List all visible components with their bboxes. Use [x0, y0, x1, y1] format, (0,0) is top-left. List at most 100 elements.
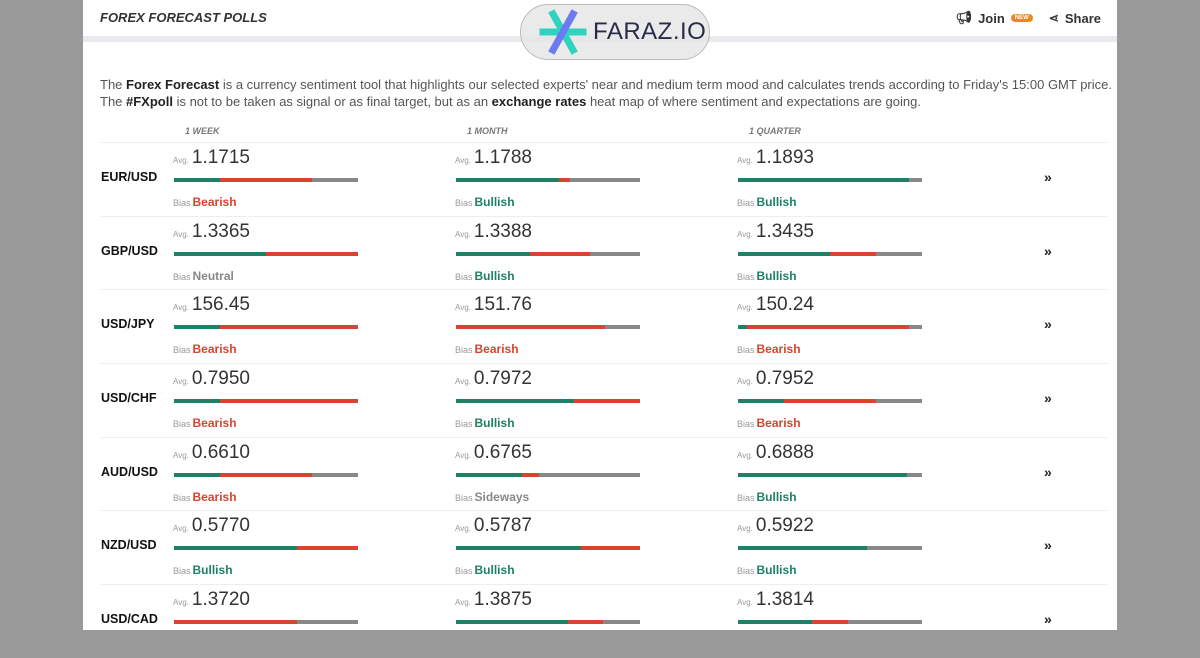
bullish-segment	[738, 178, 910, 182]
bias-value: Bearish	[192, 489, 237, 504]
bias-value: Bullish	[756, 489, 797, 504]
watermark-text: FARAZ.IO	[593, 18, 707, 45]
intro-bold: Forex Forecast	[126, 77, 220, 92]
bias-value: Bearish	[756, 342, 801, 357]
avg-label: Avg.	[455, 377, 471, 387]
avg-value: 150.24	[755, 294, 814, 316]
bearish-segment	[529, 251, 591, 256]
bias-label: Bias	[455, 198, 473, 208]
bullish-segment	[174, 546, 298, 551]
avg-label: Avg.	[173, 450, 189, 460]
avg-value: 0.5922	[755, 515, 814, 537]
bias-label: Bias	[173, 345, 191, 356]
table-row[interactable]: EUR/USD Avg. 1.1715 Bias Bearish Avg. 1.178…	[100, 142, 1108, 216]
forecast-cell-month: Avg. 1.3388 Bias Bullish	[454, 217, 644, 290]
neutral-segment	[312, 178, 358, 182]
bearish-segment	[573, 399, 640, 404]
details-arrow-icon[interactable]: »	[1044, 611, 1052, 628]
table-row[interactable]: GBP/USD Avg. 1.3365 Bias Neutral Avg. 1.338…	[100, 215, 1108, 290]
avg-label: Avg.	[173, 524, 189, 534]
neutral-segment	[603, 620, 640, 625]
bullish-segment	[456, 399, 574, 404]
avg-label: Avg.	[737, 303, 753, 313]
currency-pair: AUD/USD	[101, 464, 158, 479]
avg-label: Avg.	[455, 524, 471, 534]
megaphone-icon: 📢︎	[955, 10, 973, 25]
bias-value: Bullish	[756, 268, 797, 283]
intro-part: heat map of where sentiment and expectat…	[586, 94, 921, 109]
bias-value: Bullish	[474, 563, 515, 578]
table-row[interactable]: USD/JPY Avg. 156.45 Bias Bearish Avg. 151.7…	[100, 289, 1108, 363]
bias-label: Bias	[737, 419, 755, 430]
join-button[interactable]: Join	[978, 10, 1005, 26]
avg-label: Avg.	[737, 524, 753, 534]
sentiment-bar	[738, 399, 922, 404]
bullish-segment	[456, 178, 560, 182]
forecast-cell-month: Avg. 0.5787 Bias Bullish	[454, 511, 644, 584]
avg-label: Avg.	[455, 450, 471, 460]
avg-label: Avg.	[737, 156, 753, 165]
details-arrow-icon[interactable]: »	[1044, 169, 1052, 185]
new-badge: NEW	[1010, 14, 1033, 22]
bullish-segment	[174, 178, 220, 182]
sentiment-bar	[174, 399, 358, 404]
sentiment-bar	[456, 472, 640, 477]
avg-value: 0.7952	[755, 368, 814, 390]
forecast-cell-week: Avg. 0.5770 Bias Bullish	[172, 511, 362, 584]
sentiment-bar	[738, 251, 922, 256]
sentiment-bar	[456, 620, 640, 625]
bias-value: Neutral	[192, 268, 234, 283]
bearish-segment	[581, 546, 640, 551]
avg-label: Avg.	[173, 156, 189, 165]
bearish-segment	[220, 325, 358, 330]
bearish-segment	[811, 620, 849, 625]
table-row[interactable]: USD/CAD Avg. 1.3720 Avg. 1.3875 Avg. 1.3814	[100, 584, 1108, 658]
bullish-segment	[456, 251, 530, 256]
sentiment-bar	[456, 178, 640, 182]
bias-value: Bullish	[474, 195, 515, 209]
bias-label: Bias	[173, 419, 191, 430]
bearish-segment	[784, 399, 876, 404]
neutral-segment	[297, 620, 358, 625]
details-arrow-icon[interactable]: »	[1044, 316, 1052, 333]
table-row[interactable]: USD/CHF Avg. 0.7950 Bias Bearish Avg. 0.797…	[100, 363, 1108, 437]
details-arrow-icon[interactable]: »	[1044, 463, 1052, 480]
avg-label: Avg.	[173, 303, 189, 313]
intro-part: The	[100, 94, 127, 109]
share-button[interactable]: Share	[1064, 10, 1101, 26]
table-row[interactable]: AUD/USD Avg. 0.6610 Bias Bearish Avg. 0.676…	[100, 436, 1108, 511]
bullish-segment	[738, 546, 867, 551]
sentiment-bar	[738, 325, 922, 330]
currency-pair: USD/CHF	[101, 391, 157, 406]
details-arrow-icon[interactable]: »	[1044, 390, 1052, 407]
avg-value: 0.6610	[191, 441, 250, 463]
sentiment-bar	[174, 620, 358, 625]
neutral-segment	[605, 325, 640, 330]
intro-part: is not to be taken as signal or as final…	[172, 94, 492, 109]
avg-label: Avg.	[173, 229, 189, 239]
sentiment-bar	[456, 251, 640, 256]
bullish-segment	[456, 472, 523, 477]
neutral-segment	[909, 325, 922, 330]
bias-value: Bearish	[192, 416, 237, 431]
avg-label: Avg.	[737, 377, 753, 387]
bias-label: Bias	[737, 492, 755, 503]
details-arrow-icon[interactable]: »	[1044, 242, 1052, 259]
bias-label: Bias	[737, 198, 755, 208]
avg-label: Avg.	[737, 450, 753, 460]
bullish-segment	[738, 251, 830, 256]
forecast-cell-week: Avg. 1.3720	[172, 585, 362, 658]
forecast-cell-quarter: Avg. 1.1893 Bias Bullish	[736, 143, 926, 216]
forecast-cell-quarter: Avg. 0.5922 Bias Bullish	[736, 511, 926, 584]
sentiment-bar	[738, 178, 922, 182]
avg-value: 1.3875	[473, 589, 532, 611]
avg-value: 1.1788	[473, 147, 532, 168]
forecast-table: EUR/USD Avg. 1.1715 Bias Bearish Avg. 1.178…	[100, 142, 1108, 658]
watermark-logo: FARAZ.IO	[520, 4, 710, 60]
forecast-cell-month: Avg. 1.3875	[454, 585, 644, 658]
details-arrow-icon[interactable]: »	[1044, 537, 1052, 554]
neutral-segment	[876, 251, 922, 256]
sentiment-bar	[738, 620, 922, 625]
currency-pair: GBP/USD	[101, 243, 158, 258]
table-row[interactable]: NZD/USD Avg. 0.5770 Bias Bullish Avg. 0.578…	[100, 510, 1108, 584]
